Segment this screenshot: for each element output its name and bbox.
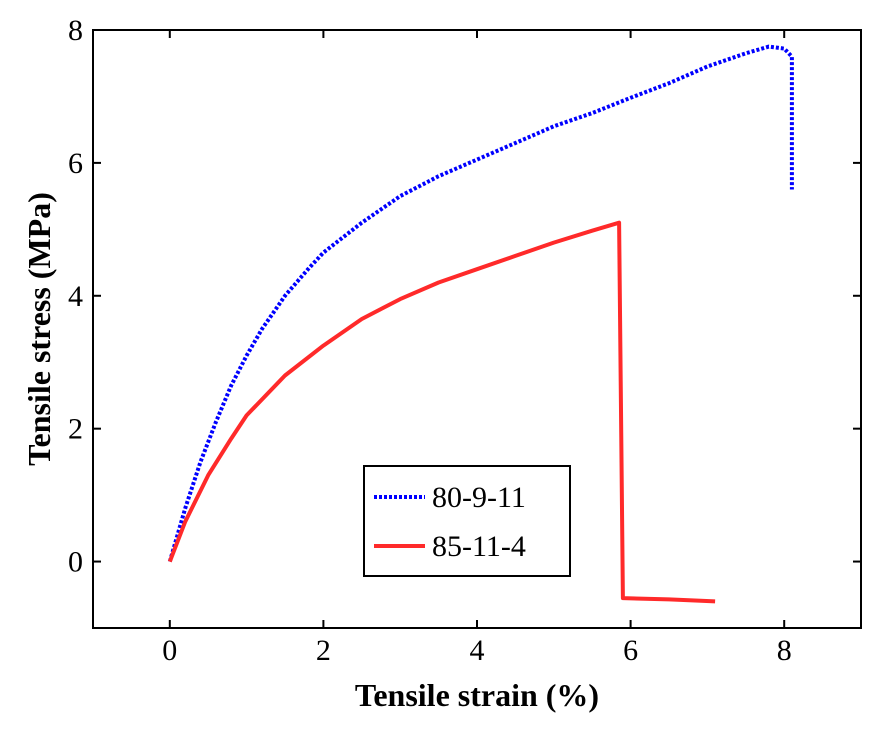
y-tick-labels: 0 2 4 6 8 <box>68 14 83 579</box>
y-tick-label: 4 <box>68 280 83 313</box>
series-line-80-9-11 <box>167 44 794 563</box>
y-tick-label: 6 <box>68 147 83 180</box>
x-tick-label: 6 <box>623 634 638 667</box>
x-tick-labels: 0 2 4 6 8 <box>162 634 791 667</box>
y-axis-title: Tensile stress (MPa) <box>21 192 57 466</box>
legend-box <box>363 465 571 577</box>
x-axis-title: Tensile strain (%) <box>355 677 599 713</box>
x-tick-label: 4 <box>470 634 485 667</box>
y-tick-label: 8 <box>68 14 83 47</box>
axis-ticks <box>93 29 861 628</box>
x-tick-label: 8 <box>777 634 792 667</box>
y-tick-label: 0 <box>68 546 83 579</box>
x-tick-label: 0 <box>162 634 177 667</box>
legend: 80-9-11 85-11-4 <box>363 465 571 577</box>
y-tick-label: 2 <box>68 413 83 446</box>
series-line-85-11-4 <box>167 220 716 604</box>
legend-label-80-9-11: 80-9-11 <box>432 481 526 514</box>
legend-label-85-11-4: 85-11-4 <box>432 530 526 563</box>
series-lines <box>167 44 794 604</box>
x-tick-label: 2 <box>316 634 331 667</box>
